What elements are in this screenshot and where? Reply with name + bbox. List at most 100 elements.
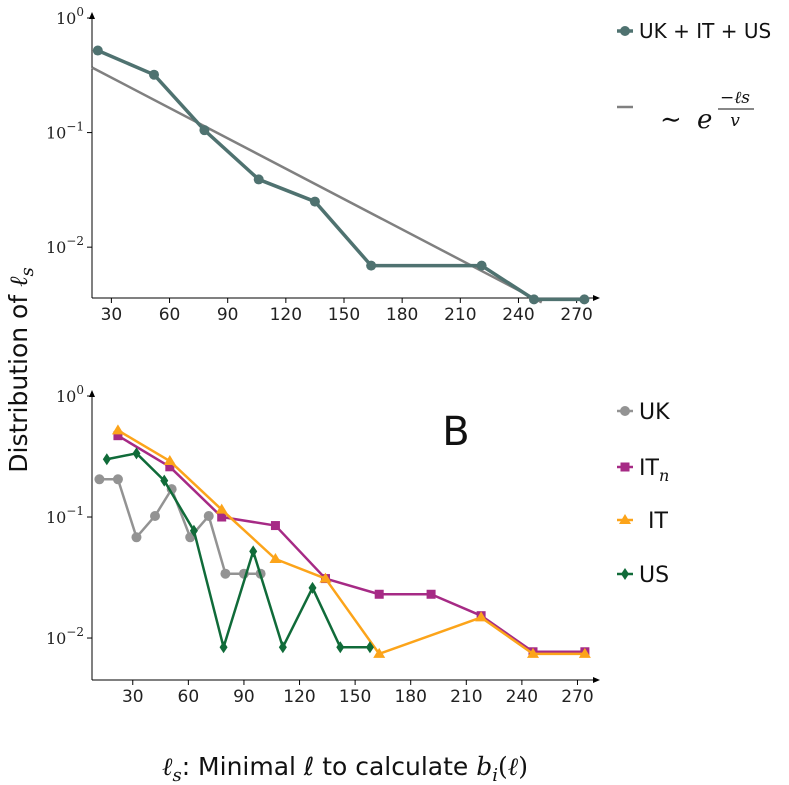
x-tick-label: 90	[233, 687, 255, 707]
legend-marker	[620, 462, 630, 472]
x-tick-label: 180	[394, 687, 426, 707]
y-tick-label: 100	[56, 383, 84, 406]
data-point	[366, 260, 377, 271]
x-tick-label: 210	[444, 305, 476, 325]
x-tick-label: 270	[560, 305, 592, 325]
y-axis-arrow	[89, 390, 95, 397]
legend-fit-label: ∼ e −ℓs v	[660, 88, 754, 135]
series-line	[117, 429, 585, 656]
data-point	[203, 510, 214, 521]
data-point	[150, 510, 160, 521]
data-point	[113, 431, 123, 441]
y-tick-label: 10−2	[46, 625, 84, 648]
data-point	[220, 568, 231, 579]
data-point	[102, 453, 111, 466]
data-point	[112, 474, 123, 485]
x-tick-label: 240	[506, 687, 538, 707]
legend-label: UK + IT + US	[639, 19, 771, 43]
series-line	[97, 48, 585, 302]
y-tick-label: 10−1	[46, 504, 84, 527]
x-axis-label: ℓs: Minimal ℓ to calculate bi(ℓ)	[162, 752, 528, 785]
data-point	[373, 647, 386, 658]
data-point	[149, 69, 160, 80]
fit-line	[91, 66, 543, 304]
legend-label: IT	[648, 509, 668, 534]
data-point	[160, 474, 169, 487]
data-point	[165, 462, 175, 472]
data-point	[249, 545, 258, 558]
x-tick-label: 90	[217, 305, 239, 325]
data-point	[319, 572, 332, 583]
data-point	[215, 503, 228, 514]
legend-marker	[621, 568, 629, 580]
data-point	[189, 524, 198, 537]
data-point	[163, 455, 176, 466]
y-tick-label: 100	[56, 5, 84, 28]
data-point	[94, 474, 105, 485]
data-point	[278, 641, 287, 654]
svg-text:∼: ∼	[660, 105, 682, 135]
data-point	[132, 447, 141, 460]
series-itn	[113, 431, 590, 657]
y-tick-label: 10−1	[46, 120, 84, 143]
x-tick-label: 210	[450, 687, 482, 707]
x-tick-label: 120	[270, 305, 302, 325]
svg-text:e: e	[697, 105, 712, 135]
legend-item: UK	[617, 400, 670, 425]
data-point	[92, 45, 103, 56]
x-tick-label: 270	[561, 687, 593, 707]
x-tick-label: 30	[101, 305, 123, 325]
x-tick-label: 150	[339, 687, 371, 707]
y-axis-label: Distribution of ℓs	[4, 267, 38, 473]
data-point	[336, 641, 345, 654]
data-point	[365, 641, 374, 654]
legend-bottom: UK ITn IT US	[617, 400, 670, 588]
data-point	[253, 174, 264, 185]
x-tick-label: 120	[283, 687, 315, 707]
legend-marker	[620, 26, 630, 36]
data-point	[527, 647, 539, 658]
series-us	[102, 447, 374, 654]
data-point	[528, 294, 539, 305]
data-point	[475, 611, 488, 622]
data-point	[578, 647, 591, 658]
chart-panel-bottom: 30 60 90 120 150 180 210 240 270 100 10−1 10−2	[46, 383, 600, 707]
data-point	[374, 589, 384, 599]
data-point	[217, 512, 227, 522]
data-point	[269, 552, 282, 563]
y-tick-label: 10−2	[46, 234, 84, 257]
legend-label: UK	[639, 400, 670, 425]
data-point	[426, 589, 436, 599]
series-line	[106, 452, 370, 649]
data-point	[476, 260, 487, 271]
data-point	[199, 125, 210, 136]
x-tick-label: 30	[122, 687, 144, 707]
y-axis-arrow	[89, 12, 95, 19]
legend-label: ITn	[639, 456, 669, 485]
x-tick-label: 60	[159, 305, 181, 325]
x-tick-label: 150	[328, 305, 360, 325]
data-point	[579, 294, 590, 305]
x-axis-arrow	[593, 677, 600, 683]
x-tick-label: 240	[502, 305, 534, 325]
data-point	[219, 641, 228, 654]
x-tick-label: 60	[178, 687, 200, 707]
data-point	[111, 424, 124, 435]
legend-marker	[620, 406, 630, 416]
series-line	[99, 478, 261, 575]
legend-marker	[619, 514, 631, 524]
data-point	[270, 521, 280, 531]
data-point	[131, 532, 142, 543]
data-point	[309, 196, 320, 207]
data-point	[308, 581, 317, 594]
svg-text:v: v	[730, 111, 740, 131]
svg-text:−ℓs: −ℓs	[720, 88, 750, 108]
x-tick-label: 180	[386, 305, 418, 325]
legend-label: US	[639, 563, 669, 588]
x-axis-arrow	[593, 295, 600, 301]
series-it	[111, 424, 591, 658]
chart-panel-top: 30 60 90 120 150 180 210 240 270 100 10−1 10−2	[46, 5, 600, 325]
series-uk-it-us	[92, 45, 590, 305]
